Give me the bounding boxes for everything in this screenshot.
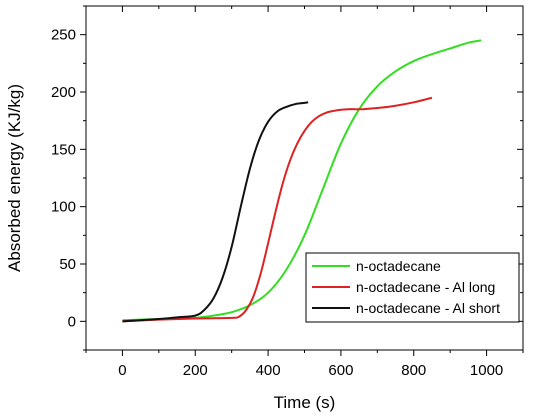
series-line-2 xyxy=(122,96,433,323)
chart-axes: 0 200 400 600 800 1000 0 50 100 150 200 250 xyxy=(51,5,524,379)
legend-label-2: n-octadecane - Al long xyxy=(356,279,495,295)
x-tick-label: 600 xyxy=(328,362,353,379)
x-tick-label: 1000 xyxy=(470,362,503,379)
x-tick-label: 400 xyxy=(256,362,281,379)
x-tick-label: 0 xyxy=(118,362,126,379)
y-tick-label: 250 xyxy=(51,27,76,44)
x-tick-label: 800 xyxy=(401,362,426,379)
y-tick-label: 150 xyxy=(51,141,76,158)
y-tick-label: 200 xyxy=(51,84,76,101)
y-tick-label: 50 xyxy=(59,256,76,273)
legend-label-3: n-octadecane - Al short xyxy=(356,300,500,316)
y-tick-label: 100 xyxy=(51,199,76,216)
series-line-3 xyxy=(122,101,309,323)
chart-series xyxy=(122,39,482,323)
y-tick-label: 0 xyxy=(68,313,76,330)
x-axis-title: Time (s) xyxy=(274,393,336,412)
y-axis-title: Absorbed energy (KJ/kg) xyxy=(5,84,24,272)
x-tick-label: 200 xyxy=(183,362,208,379)
legend-label-1: n-octadecane xyxy=(356,258,441,274)
chart-legend: n-octadecane n-octadecane - Al long n-octa… xyxy=(305,252,520,323)
